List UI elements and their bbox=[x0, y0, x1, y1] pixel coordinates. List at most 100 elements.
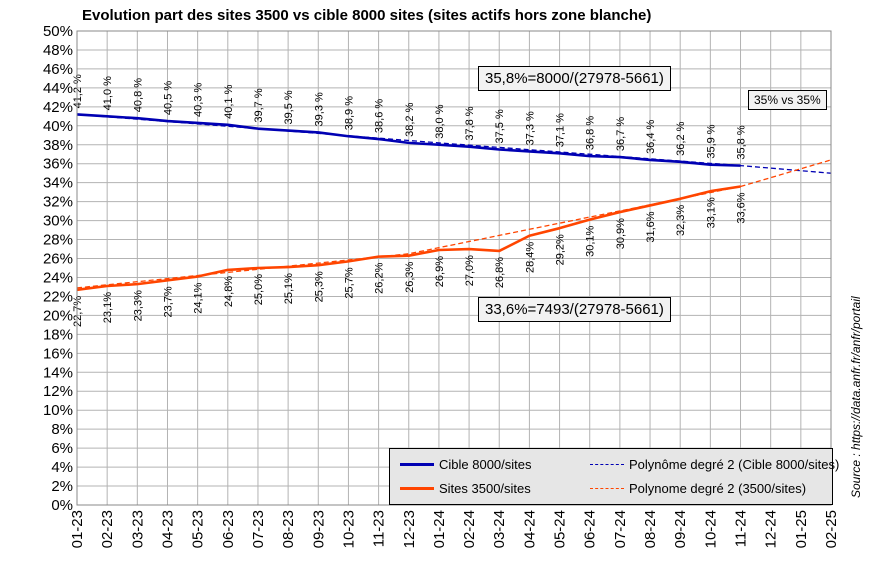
data-label-3500: 24,8% bbox=[223, 276, 235, 307]
data-label-cible: 35,8 % bbox=[736, 125, 748, 159]
y-tick-label: 10% bbox=[43, 402, 73, 419]
trend-lines bbox=[76, 113, 832, 289]
data-label-3500: 26,9% bbox=[434, 256, 446, 287]
data-label-3500: 26,2% bbox=[374, 262, 386, 293]
data-label-cible: 36,4 % bbox=[645, 119, 657, 153]
series-line-3500 bbox=[76, 185, 741, 292]
y-tick-label: 28% bbox=[43, 232, 73, 249]
y-tick-label: 18% bbox=[43, 326, 73, 343]
data-label-cible: 40,5 % bbox=[162, 81, 174, 115]
data-label-3500: 22,7% bbox=[72, 296, 84, 327]
data-label-3500: 30,9% bbox=[615, 218, 627, 249]
x-tick-label: 01-24 bbox=[431, 510, 448, 548]
x-tick-label: 06-24 bbox=[582, 510, 599, 548]
data-label-cible: 36,7 % bbox=[615, 117, 627, 151]
y-tick-label: 24% bbox=[43, 269, 73, 286]
legend-label-3500: Sites 3500/sites bbox=[439, 481, 531, 496]
x-tick-label: 12-23 bbox=[401, 510, 418, 548]
data-label-3500: 28,4% bbox=[524, 242, 536, 273]
trend-line-cible bbox=[76, 113, 832, 174]
plot-area-border bbox=[76, 30, 832, 506]
y-tick-label: 12% bbox=[43, 383, 73, 400]
y-tick-label: 42% bbox=[43, 99, 73, 116]
x-tick-label: 05-24 bbox=[552, 510, 569, 548]
y-tick-label: 14% bbox=[43, 364, 73, 381]
data-label-cible: 41,0 % bbox=[102, 76, 114, 110]
y-tick-label: 2% bbox=[51, 478, 73, 495]
y-tick-label: 4% bbox=[51, 459, 73, 476]
data-label-3500: 27,0% bbox=[464, 255, 476, 286]
legend-label-trend-cible: Polynôme degré 2 (Cible 8000/sites) bbox=[629, 457, 840, 472]
x-tick-label: 02-25 bbox=[823, 510, 840, 548]
x-axis-tick-labels: 01-23 02-23 03-23 04-23 05-23 06-23 07-23 08-23… bbox=[69, 510, 840, 548]
data-label-3500: 23,1% bbox=[102, 292, 114, 323]
data-label-cible: 35,9 % bbox=[705, 124, 717, 158]
legend-item-cible: Cible 8000/sites bbox=[400, 457, 532, 472]
data-label-3500: 29,2% bbox=[555, 234, 567, 265]
x-tick-label: 10-23 bbox=[340, 510, 357, 548]
data-label-cible: 39,3 % bbox=[313, 92, 325, 126]
data-label-cible: 37,1 % bbox=[555, 113, 567, 147]
data-label-3500: 25,1% bbox=[283, 273, 295, 304]
data-label-3500: 25,3% bbox=[313, 271, 325, 302]
data-label-cible: 36,8 % bbox=[585, 116, 597, 150]
x-tick-label: 07-23 bbox=[250, 510, 267, 548]
data-label-cible: 40,8 % bbox=[132, 78, 144, 112]
data-label-cible: 40,3 % bbox=[193, 82, 205, 116]
data-label-3500: 31,6% bbox=[645, 211, 657, 242]
y-tick-label: 6% bbox=[51, 440, 73, 457]
data-label-cible: 37,5 % bbox=[494, 109, 506, 143]
data-label-3500: 24,1% bbox=[193, 282, 205, 313]
y-tick-label: 32% bbox=[43, 194, 73, 211]
y-tick-label: 44% bbox=[43, 80, 73, 97]
y-tick-label: 38% bbox=[43, 137, 73, 154]
y-tick-label: 22% bbox=[43, 288, 73, 305]
y-tick-label: 8% bbox=[51, 421, 73, 438]
data-label-cible: 36,2 % bbox=[675, 121, 687, 155]
y-axis-tick-labels: 0% 2% 4% 6% 8% 10% 12% 14% 16% 18% 20% 22% 24%26% 28%… bbox=[43, 23, 73, 514]
y-tick-label: 34% bbox=[43, 175, 73, 192]
x-tick-label: 07-24 bbox=[612, 510, 629, 548]
trend-line-3500 bbox=[76, 159, 832, 289]
data-label-cible: 37,3 % bbox=[524, 111, 536, 145]
data-label-cible: 39,7 % bbox=[253, 88, 265, 122]
data-label-3500: 25,0% bbox=[253, 274, 265, 305]
data-label-cible: 40,1 % bbox=[223, 84, 235, 118]
data-label-cible: 38,6 % bbox=[374, 99, 386, 133]
x-tick-label: 09-24 bbox=[672, 510, 689, 548]
legend-swatch-cible bbox=[400, 463, 434, 466]
data-label-3500: 25,7% bbox=[343, 267, 355, 298]
data-label-3500: 23,7% bbox=[162, 286, 174, 317]
legend-item-trend-cible: Polynôme degré 2 (Cible 8000/sites) bbox=[590, 457, 839, 472]
data-label-3500: 23,3% bbox=[132, 290, 144, 321]
x-tick-label: 08-23 bbox=[280, 510, 297, 548]
chart-title: Evolution part des sites 3500 vs cible 8… bbox=[82, 7, 652, 24]
x-tick-label: 02-24 bbox=[461, 510, 478, 548]
legend-swatch-trend-3500 bbox=[590, 488, 624, 489]
y-tick-label: 46% bbox=[43, 61, 73, 78]
chart-legend: Cible 8000/sites Polynôme degré 2 (Cible… bbox=[389, 448, 839, 505]
legend-item-3500: Sites 3500/sites bbox=[400, 481, 531, 496]
y-tick-label: 50% bbox=[43, 23, 73, 40]
data-label-3500: 26,8% bbox=[494, 257, 506, 288]
series-lines bbox=[76, 113, 741, 292]
data-label-3500: 32,3% bbox=[675, 205, 687, 236]
y-tick-label: 40% bbox=[43, 118, 73, 135]
x-tick-label: 12-24 bbox=[763, 510, 780, 548]
x-tick-label: 10-24 bbox=[702, 510, 719, 548]
x-tick-label: 05-23 bbox=[190, 510, 207, 548]
annotation-3500: 33,6%=7493/(27978-5661) bbox=[478, 297, 671, 322]
grid-lines bbox=[76, 30, 832, 506]
y-tick-label: 0% bbox=[51, 497, 73, 514]
x-tick-label: 09-23 bbox=[310, 510, 327, 548]
data-label-3500: 26,3% bbox=[404, 261, 416, 292]
source-note: Source : https://data.anfr.fr/anfr/porta… bbox=[849, 296, 863, 498]
y-tick-label: 36% bbox=[43, 156, 73, 173]
data-label-cible: 38,2 % bbox=[404, 102, 416, 136]
x-tick-label: 01-23 bbox=[69, 510, 86, 548]
annotation-cible: 35,8%=8000/(27978-5661) bbox=[478, 66, 671, 91]
data-label-3500: 33,6% bbox=[736, 192, 748, 223]
x-tick-label: 04-24 bbox=[521, 510, 538, 548]
legend-label-trend-3500: Polynome degré 2 (3500/sites) bbox=[629, 481, 807, 496]
